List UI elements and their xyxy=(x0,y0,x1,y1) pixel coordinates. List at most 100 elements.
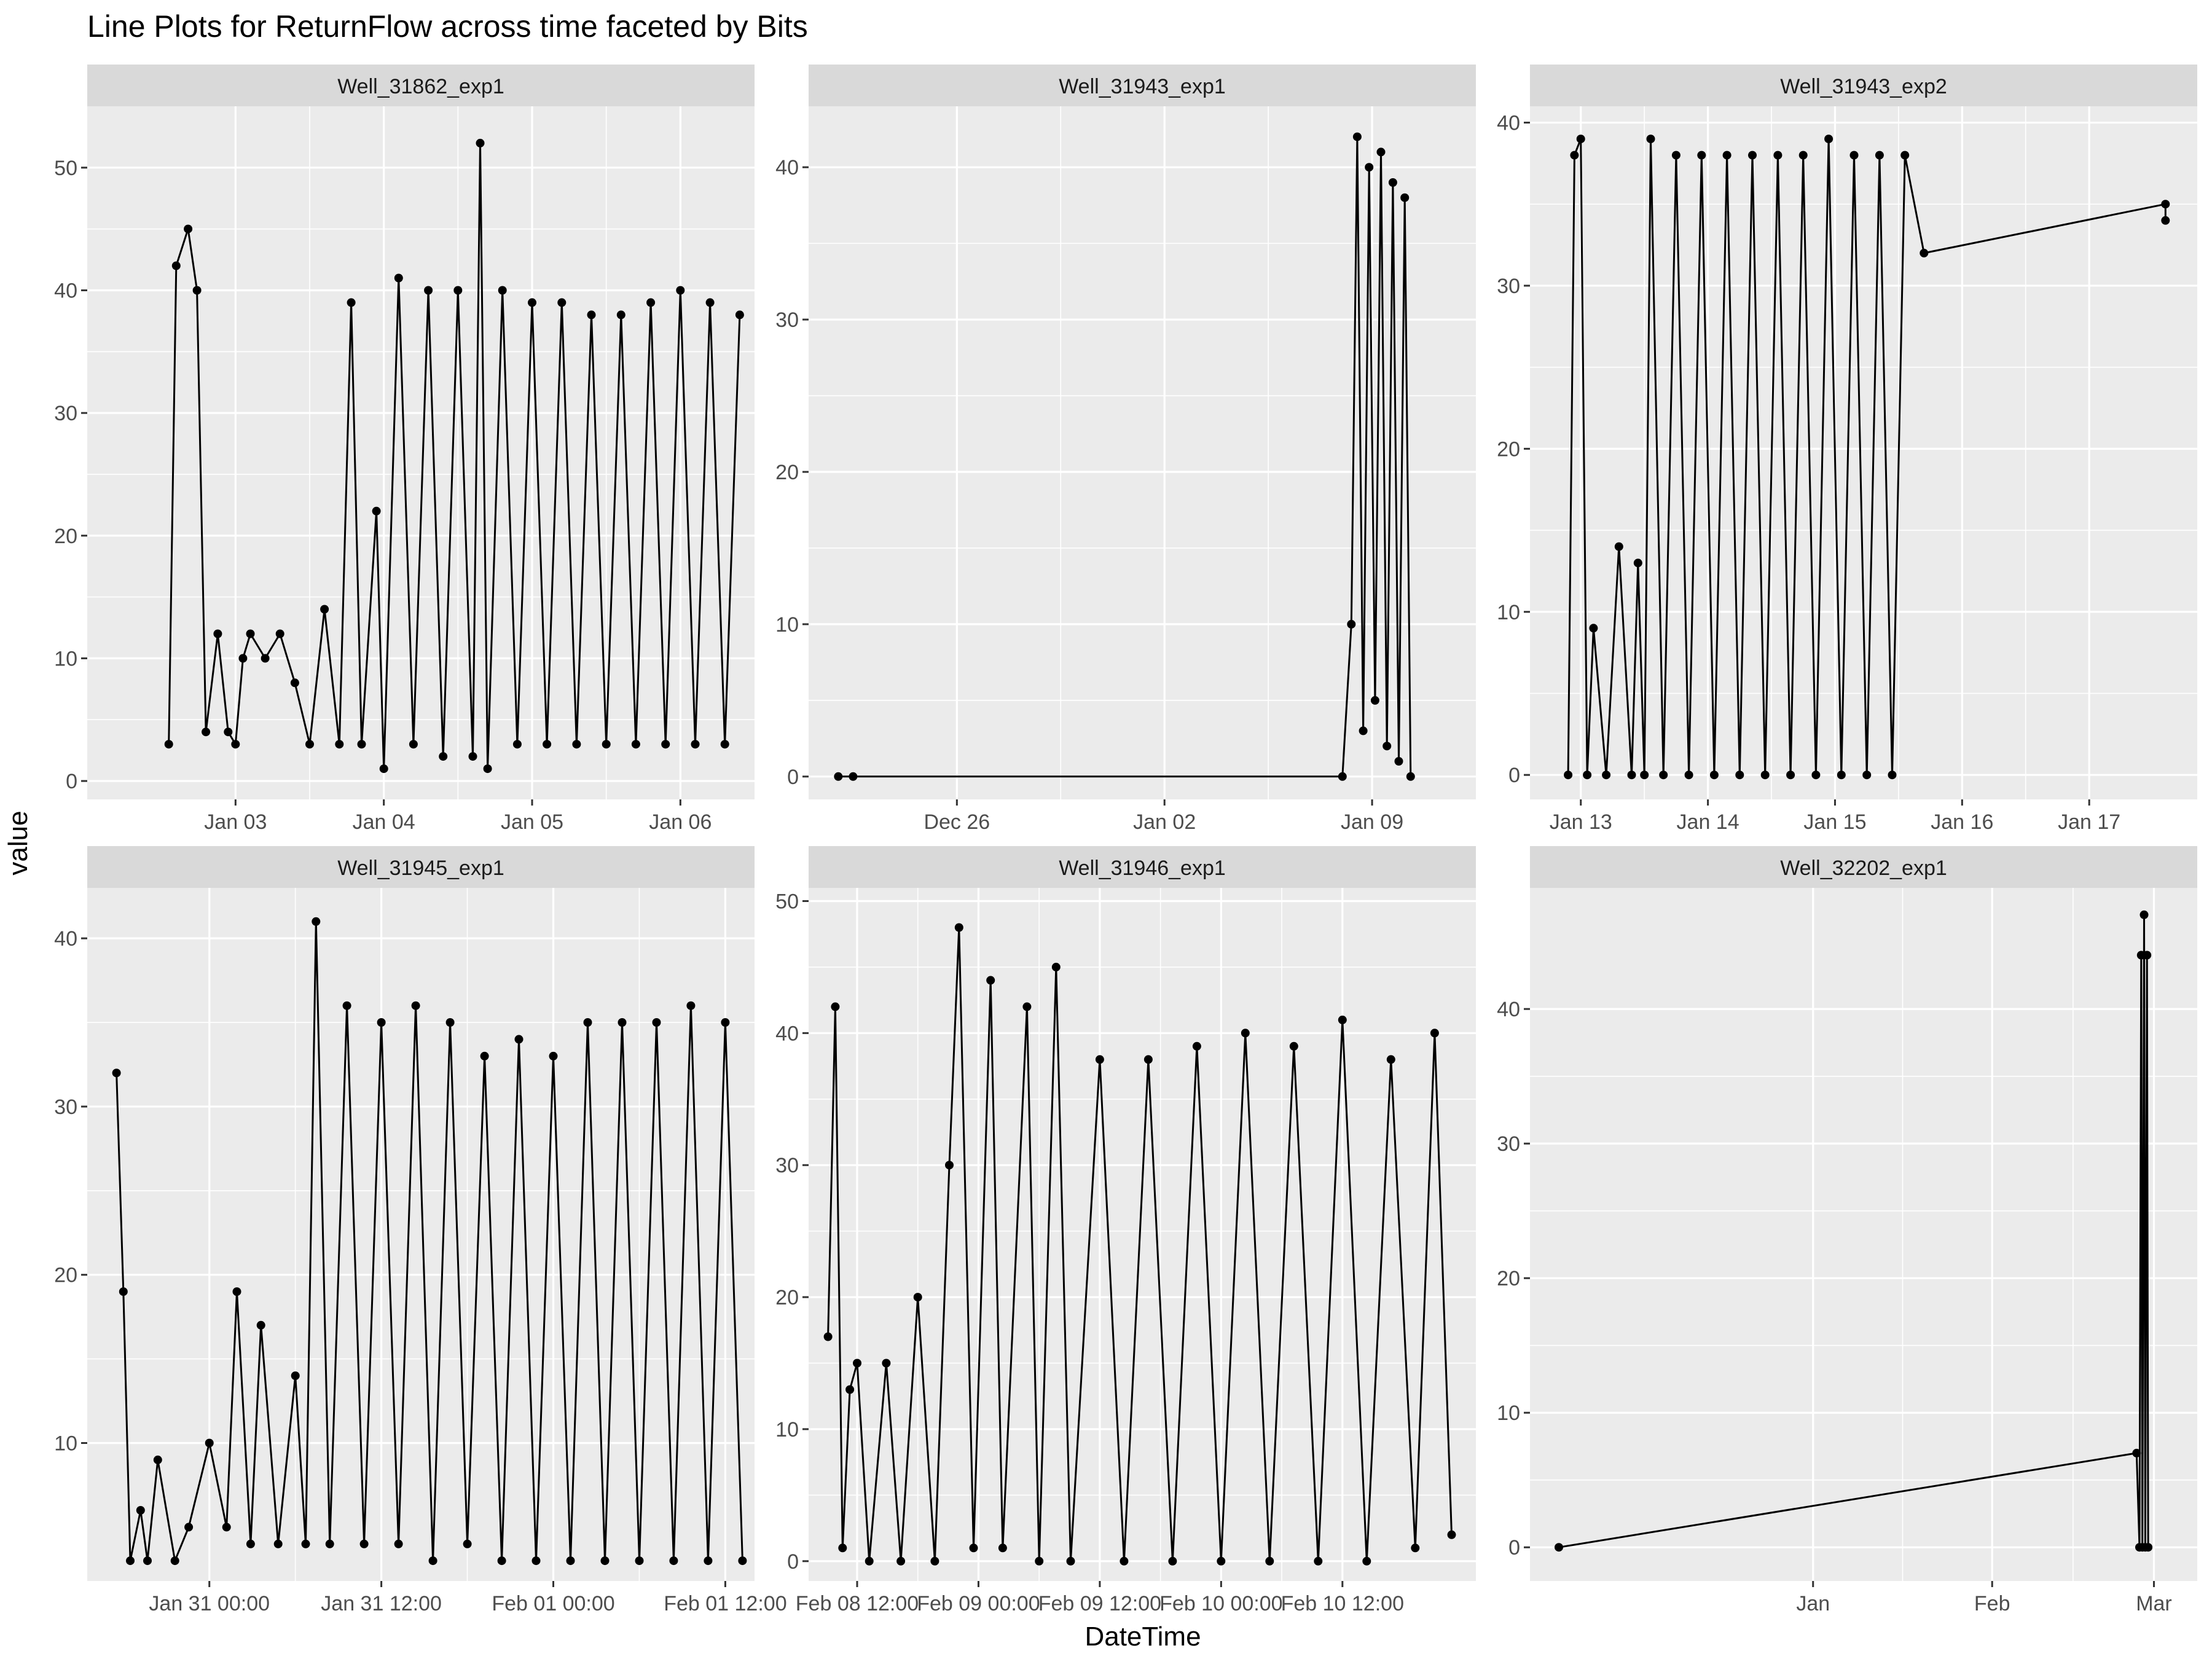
y-tick-label: 30 xyxy=(1497,275,1520,298)
data-point xyxy=(1394,757,1403,766)
data-point xyxy=(246,629,255,638)
x-tick-label: Jan 14 xyxy=(1677,810,1739,834)
data-point xyxy=(1066,1556,1075,1566)
y-tick-label: 30 xyxy=(775,1154,799,1177)
data-point xyxy=(853,1359,861,1368)
data-point xyxy=(143,1556,152,1566)
x-tick-label: Jan 31 12:00 xyxy=(321,1592,442,1615)
y-tick-label: 50 xyxy=(775,890,799,913)
facet-Well_31945_exp1: Well_31945_exp1 10 20 30 40 Jan 31 00:00 Jan 3… xyxy=(54,846,787,1615)
data-point xyxy=(238,654,248,663)
y-tick-label: 0 xyxy=(787,1550,799,1574)
data-point xyxy=(849,772,858,781)
data-point xyxy=(823,1332,833,1341)
facet-panel-background xyxy=(1530,106,2197,799)
data-point xyxy=(424,286,433,295)
facet-panel-background xyxy=(1530,888,2197,1581)
data-point xyxy=(1920,248,1929,257)
facet-Well_32202_exp1: Well_32202_exp1 0 10 20 30 40 Jan Feb Mar xyxy=(1497,846,2197,1615)
data-point xyxy=(954,923,963,932)
data-point xyxy=(669,1556,678,1566)
data-point xyxy=(512,740,522,749)
series-line xyxy=(838,136,1412,778)
data-point xyxy=(735,310,744,320)
data-point xyxy=(301,1539,310,1548)
y-tick-label: 40 xyxy=(54,927,77,951)
facet-strip-label: Well_31945_exp1 xyxy=(337,857,504,880)
data-point xyxy=(1709,771,1719,780)
data-point xyxy=(566,1556,575,1566)
data-point xyxy=(945,1161,954,1170)
data-point xyxy=(1241,1029,1250,1038)
data-point xyxy=(1095,1055,1104,1064)
data-point xyxy=(572,740,581,749)
data-point xyxy=(1640,771,1649,780)
facet-panels: Well_31862_exp1 0 10 20 30 40 50 Jan 03 Jan 04 Ja… xyxy=(54,65,2197,1615)
data-point xyxy=(1359,726,1368,735)
data-point xyxy=(476,138,485,147)
data-point xyxy=(1051,962,1061,971)
x-tick-label: Jan 16 xyxy=(1931,810,1993,834)
data-point xyxy=(652,1018,661,1027)
y-tick-label: 40 xyxy=(775,156,799,179)
data-point xyxy=(411,1001,420,1010)
data-point xyxy=(170,1556,179,1566)
y-axis-title: value xyxy=(3,810,33,875)
data-point xyxy=(676,286,685,295)
y-tick-label: 0 xyxy=(1508,764,1520,787)
data-point xyxy=(256,1320,265,1330)
data-point xyxy=(498,286,507,295)
data-point xyxy=(202,728,211,737)
data-point xyxy=(865,1556,874,1566)
data-point xyxy=(222,1523,231,1532)
data-point xyxy=(1583,771,1592,780)
data-point xyxy=(497,1556,506,1566)
data-point xyxy=(704,1556,713,1566)
facet-panel-background xyxy=(809,888,1476,1581)
data-point xyxy=(721,1018,730,1027)
data-point xyxy=(1888,771,1897,780)
y-tick-label: 10 xyxy=(54,647,77,670)
data-point xyxy=(347,298,356,307)
data-point xyxy=(335,740,344,749)
y-tick-label: 10 xyxy=(775,613,799,637)
data-point xyxy=(616,310,626,320)
data-point xyxy=(231,740,240,749)
data-point xyxy=(1735,771,1744,780)
y-tick-label: 40 xyxy=(54,279,77,302)
data-point xyxy=(312,917,321,926)
data-point xyxy=(126,1556,135,1566)
data-point xyxy=(514,1035,524,1044)
data-point xyxy=(705,298,715,307)
y-tick-label: 40 xyxy=(1497,112,1520,135)
data-point xyxy=(1722,151,1732,160)
data-point xyxy=(372,506,381,516)
data-point xyxy=(1022,1002,1032,1011)
facet-strip-label: Well_31946_exp1 xyxy=(1059,857,1226,880)
data-point xyxy=(1555,1543,1563,1552)
data-point xyxy=(325,1539,334,1548)
data-point xyxy=(549,1051,558,1061)
chart-title: Line Plots for ReturnFlow across time fa… xyxy=(87,9,808,44)
data-point xyxy=(661,740,670,749)
data-point xyxy=(882,1359,891,1368)
data-point xyxy=(1217,1556,1226,1566)
data-point xyxy=(1564,771,1573,780)
data-point xyxy=(2143,951,2152,960)
x-tick-label: Jan 09 xyxy=(1341,810,1403,834)
data-point xyxy=(2161,200,2170,209)
data-point xyxy=(1646,135,1655,144)
x-tick-label: Jan 04 xyxy=(353,810,415,834)
y-tick-label: 50 xyxy=(54,157,77,180)
x-axis-title: DateTime xyxy=(1084,1622,1201,1652)
data-point xyxy=(171,261,181,270)
data-point xyxy=(463,1539,472,1548)
facet-panel-background xyxy=(809,106,1476,799)
x-tick-label: Dec 26 xyxy=(924,810,990,834)
data-point xyxy=(845,1385,855,1394)
data-point xyxy=(1265,1556,1274,1566)
x-tick-label: Feb 01 12:00 xyxy=(664,1592,786,1615)
data-point xyxy=(480,1051,489,1061)
data-point xyxy=(1352,132,1362,141)
facet-strip xyxy=(809,846,1476,888)
